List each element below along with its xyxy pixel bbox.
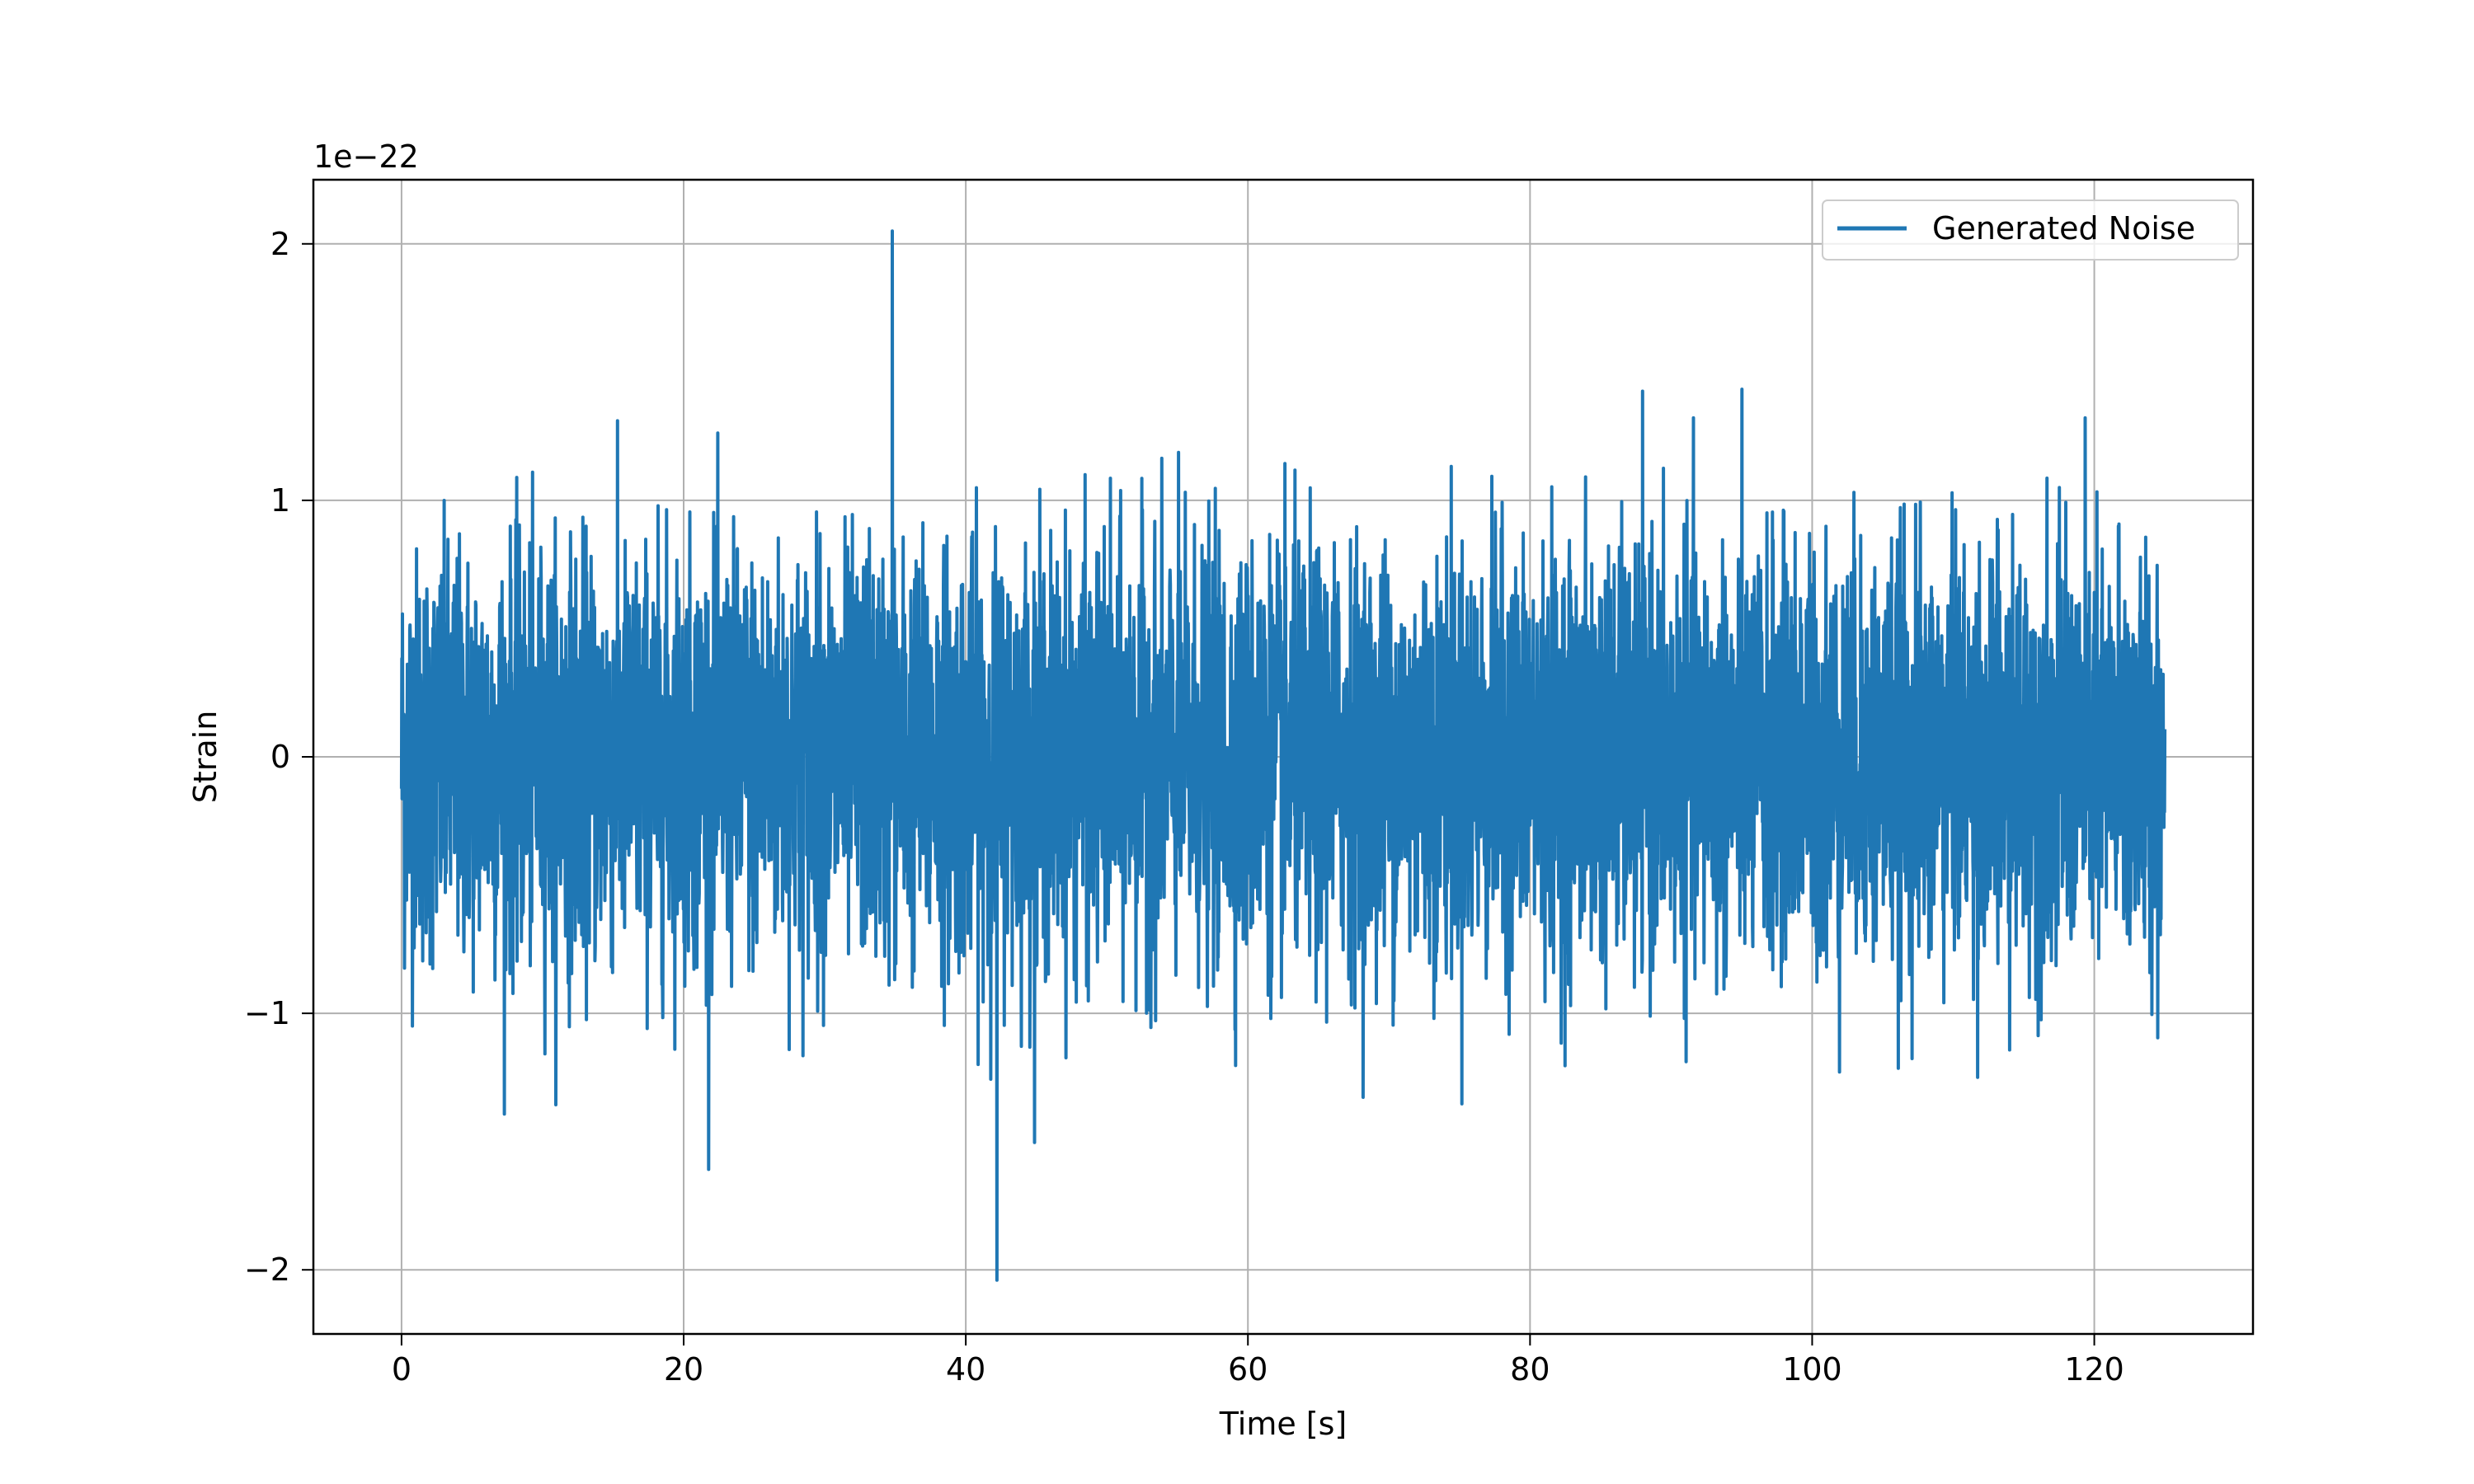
x-tick-label: 60 — [1228, 1351, 1268, 1388]
x-tick-label: 20 — [664, 1351, 703, 1388]
legend: Generated Noise — [1822, 200, 2239, 261]
y-axis: −2 −1 0 1 2 — [244, 226, 313, 1288]
y-axis-label: Strain — [187, 711, 223, 804]
y-tick-label: 2 — [270, 226, 290, 262]
x-tick-label: 0 — [392, 1351, 412, 1388]
legend-label-generated-noise: Generated Noise — [1932, 210, 2195, 247]
y-offset-text: 1e−22 — [313, 139, 419, 175]
y-tick-label: 0 — [270, 739, 290, 775]
x-tick-label: 80 — [1510, 1351, 1550, 1388]
series-line-generated-noise — [399, 229, 2167, 1282]
x-axis-label: Time [s] — [1219, 1406, 1348, 1442]
legend-box — [1822, 200, 2239, 261]
x-tick-label: 120 — [2064, 1351, 2124, 1388]
y-tick-label: −1 — [244, 995, 290, 1031]
y-tick-label: 1 — [270, 482, 290, 519]
x-axis: 0 20 40 60 80 100 120 — [392, 1334, 2124, 1388]
x-tick-label: 40 — [946, 1351, 985, 1388]
y-tick-label: −2 — [244, 1252, 290, 1288]
x-tick-label: 100 — [1782, 1351, 1842, 1388]
